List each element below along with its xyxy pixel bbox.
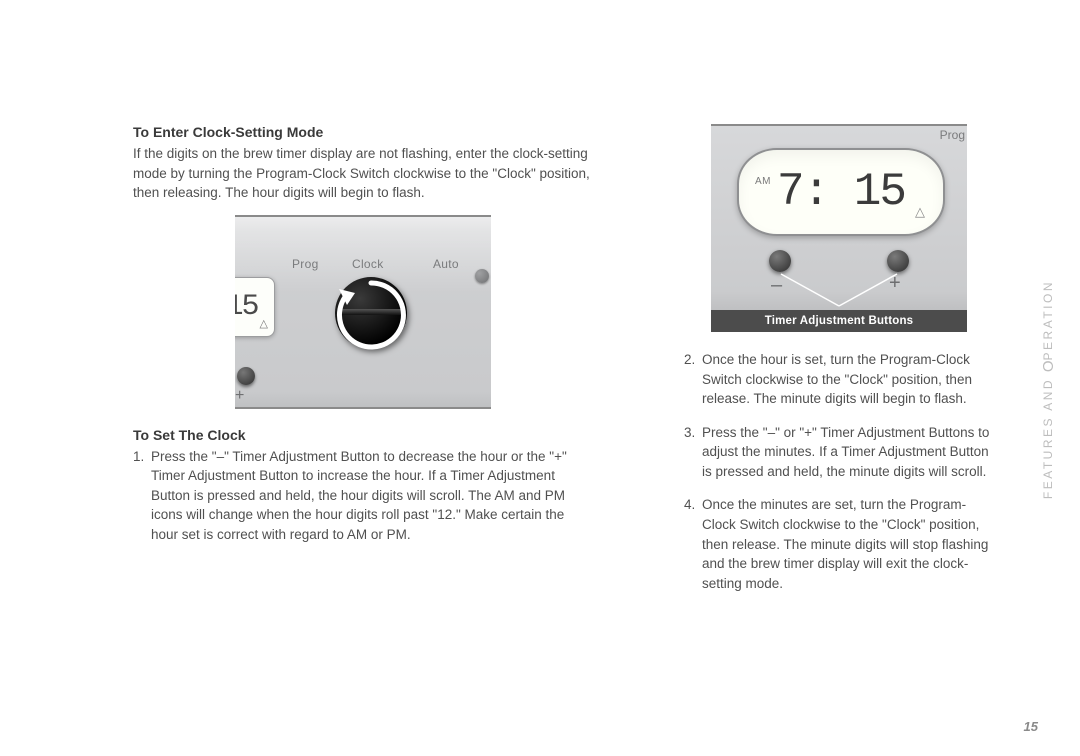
switch-label-auto: Auto [433,257,459,271]
para-enter-clock-mode: If the digits on the brew timer display … [133,144,593,203]
section-tab: FEATURES AND OPERATION [1040,280,1057,499]
step-1: 1. Press the "–" Timer Adjustment Button… [133,447,593,545]
step-2-text: Once the hour is set, turn the Program-C… [702,352,972,406]
right-column: Prog AM 7: 15 △ – + Timer Adjustment But… [684,124,994,607]
bell-icon: △ [915,204,925,220]
switch-label-prog: Prog [292,257,319,271]
tab-letter-o: O [1040,360,1057,372]
lcd-small-digits: 15 [235,290,258,324]
plus-sign: + [235,387,244,405]
step-2: 2. Once the hour is set, turn the Progra… [684,350,994,409]
timer-adjust-plus-button [887,250,909,272]
step-2-number: 2. [684,350,695,370]
panel-screw [475,269,489,283]
switch-label-clock: Clock [352,257,384,271]
tab-letter-f: F [1041,489,1055,499]
lcd-small: 15 △ [235,277,275,337]
step-3-number: 3. [684,423,695,443]
ampm-indicator: AM [755,176,771,187]
step-4: 4. Once the minutes are set, turn the Pr… [684,495,994,593]
tab-text-2: PERATION [1041,280,1055,360]
step-4-number: 4. [684,495,695,515]
left-column: To Enter Clock-Setting Mode If the digit… [133,124,593,559]
label-prog-cut: Prog [940,128,965,142]
figure-timer-display: Prog AM 7: 15 △ – + [711,124,967,310]
tab-text-1: EATURES AND [1041,378,1055,489]
step-1-number: 1. [133,447,144,467]
timer-adjust-minus-button [769,250,791,272]
step-3-text: Press the "–" or "+" Timer Adjustment Bu… [702,425,989,479]
plus-sign: + [889,272,901,295]
step-3: 3. Press the "–" or "+" Timer Adjustment… [684,423,994,482]
heading-set-clock: To Set The Clock [133,427,593,443]
steps-right: 2. Once the hour is set, turn the Progra… [684,350,994,593]
lcd-large: AM 7: 15 △ [737,148,945,236]
heading-enter-clock-mode: To Enter Clock-Setting Mode [133,124,593,140]
bell-icon: △ [260,317,268,336]
program-clock-switch [335,277,407,349]
figure-switch-panel: Prog Clock Auto 15 △ + [235,215,491,409]
step-1-text: Press the "–" Timer Adjustment Button to… [151,449,567,542]
timer-adjust-plus-button [237,367,255,385]
steps-left: 1. Press the "–" Timer Adjustment Button… [133,447,593,545]
page-number: 15 [1024,719,1038,734]
step-4-text: Once the minutes are set, turn the Progr… [702,497,988,590]
lcd-time: 7: 15 [777,166,905,218]
manual-page: To Enter Clock-Setting Mode If the digit… [0,0,1080,756]
figure-caption: Timer Adjustment Buttons [711,310,967,332]
minus-sign: – [771,274,782,297]
